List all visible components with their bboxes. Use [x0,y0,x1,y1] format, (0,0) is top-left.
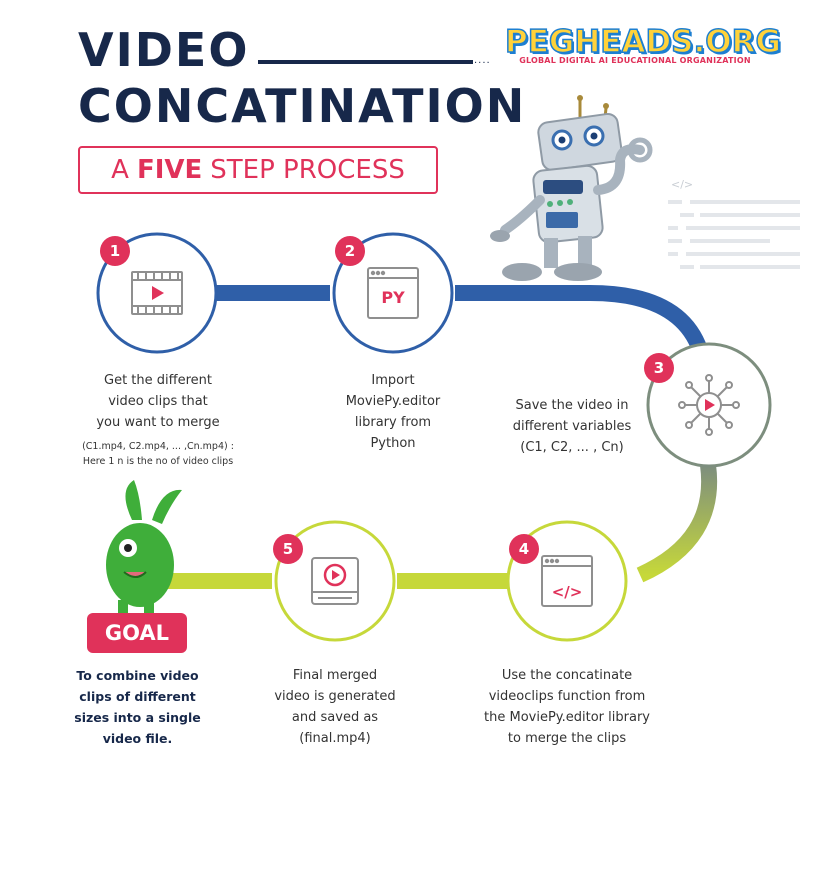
step-1-line: you want to merge [96,415,220,430]
step-3-description: Save the video in different variables (C… [482,395,662,458]
code-window-icon-label: </> [551,583,583,601]
step-5-line: and saved as [291,710,379,725]
step-5-circle [274,520,396,642]
subtitle-box: A FIVE STEP PROCESS [78,146,438,194]
title-dots: ···· [474,58,491,69]
code-lines-decoration [668,200,800,269]
step-4-number: 4 [509,534,539,564]
step-4-line: to merge the clips [507,731,627,746]
title-rule [258,60,473,64]
step-4-line: Use the concatinate [501,668,633,683]
step-2-line: Import [371,373,415,388]
path-segment-2-3 [455,285,708,353]
goal-line: To combine video [76,668,199,683]
goal-line: video file. [102,731,173,746]
step-1-note-line: (C1.mp4, C2.mp4, ... ,Cn.mp4) : [82,441,234,452]
step-5-line: (final.mp4) [299,731,371,746]
title-line-1: VIDEO [78,23,250,77]
step-2-line: MoviePy.editor [345,394,441,409]
step-2-circle [332,232,454,354]
goal-line: clips of different [79,689,196,704]
code-window-icon [541,555,593,607]
monster-illustration [106,480,182,614]
step-5-number: 5 [273,534,303,564]
step-3-number: 3 [644,353,674,383]
step-3-line: different variables [512,419,632,434]
goal-badge: GOAL [87,613,187,653]
step-1-number: 1 [100,236,130,266]
step-5-line: video is generated [274,689,396,704]
robot-illustration [490,95,653,281]
step-4-line: videoclips function from [488,689,646,704]
step-1-description: Get the different video clips that you w… [52,370,264,433]
step-2-line: Python [370,436,416,451]
step-4-line: the MoviePy.editor library [484,710,650,725]
step-4-description: Use the concatinate videoclips function … [462,665,672,749]
network-play-icon [678,374,740,436]
python-file-icon-label: PY [381,288,405,307]
step-1-circle [96,232,218,354]
step-1-note-line: Here 1 n is the no of video clips [82,456,234,467]
step-2-line: library from [354,415,432,430]
film-strip-play-icon [131,271,183,315]
step-3-circle [646,342,772,468]
step-2-description: Import MoviePy.editor library from Pytho… [303,370,483,454]
subtitle-suffix: STEP PROCESS [210,155,405,185]
step-1-line: Get the different [104,373,212,388]
step-5-description: Final merged video is generated and save… [245,665,425,749]
step-1-note: (C1.mp4, C2.mp4, ... ,Cn.mp4) : Here 1 n… [52,439,264,469]
python-file-icon [367,267,419,319]
title-line-2: CONCATINATION [78,79,527,133]
step-2-number: 2 [335,236,365,266]
logo-wordmark: PEGHEADS.ORG [504,23,781,61]
step-1-line: video clips that [108,394,208,409]
goal-description: To combine video clips of different size… [60,665,215,749]
subtitle-emphasis: FIVE [136,155,203,185]
logo-tagline: GLOBAL DIGITAL AI EDUCATIONAL ORGANIZATI… [519,56,751,65]
goal-line: sizes into a single [74,710,201,725]
subtitle-prefix: A [111,155,129,185]
path-segment-3-4 [636,463,718,583]
code-glyph-icon: </> [671,178,694,191]
video-player-icon [311,557,359,605]
step-3-line: Save the video in [515,398,629,413]
step-3-line: (C1, C2, ... , Cn) [520,440,624,455]
step-5-line: Final merged [292,668,378,683]
